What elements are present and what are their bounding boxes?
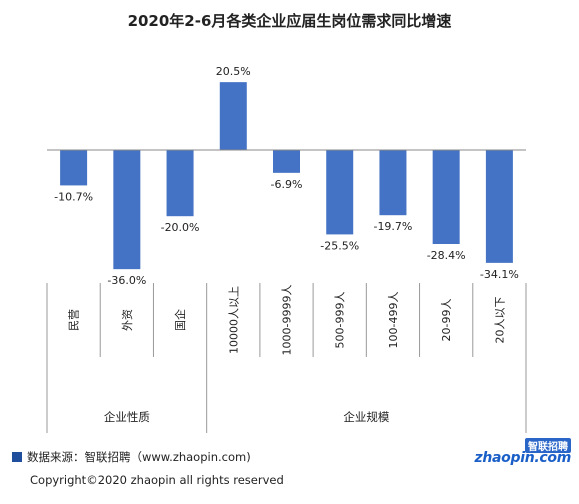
category-label-6: 100-499人 [387, 292, 400, 349]
bar-2 [166, 150, 194, 217]
value-label-6: -19.7% [373, 220, 412, 233]
category-label-8: 20人以下 [493, 297, 506, 344]
value-label-8: -34.1% [480, 268, 519, 281]
category-label-2: 国企 [173, 309, 187, 331]
value-label-4: -6.9% [271, 178, 303, 191]
logo-en-text: zhaopin.com [474, 450, 572, 466]
source-square-icon [12, 452, 22, 462]
category-label-1: 外资 [121, 309, 134, 331]
bar-1 [113, 150, 141, 270]
bar-5 [326, 150, 354, 235]
chart-title: 2020年2-6月各类企业应届生岗位需求同比增速 [127, 12, 452, 30]
bar-3 [219, 82, 247, 150]
value-label-2: -20.0% [161, 221, 200, 234]
value-label-7: -28.4% [427, 249, 466, 262]
logo-cn-text: 智联招聘 [525, 438, 571, 453]
category-label-0: 民营 [67, 309, 81, 331]
category-label-4: 1000-9999人 [281, 285, 294, 356]
bar-7 [432, 150, 460, 245]
data-source: 数据来源：智联招聘（www.zhaopin.com) [12, 449, 251, 465]
value-label-5: -25.5% [320, 239, 359, 252]
copyright: Copyright©2020 zhaopin all rights reserv… [30, 473, 284, 487]
category-label-3: 10000人以上 [227, 286, 240, 354]
bar-6 [379, 150, 407, 216]
group-label-1: 企业规模 [343, 410, 389, 424]
value-label-1: -36.0% [107, 274, 146, 287]
bar-4 [273, 150, 300, 173]
zhaopin-logo: 智联招聘 zhaopin.com [475, 438, 571, 466]
data-source-text: 数据来源：智联招聘（www.zhaopin.com) [27, 450, 251, 464]
bar-0 [60, 150, 88, 186]
category-label-7: 20-99人 [440, 299, 453, 342]
value-label-3: 20.5% [216, 65, 251, 78]
group-label-0: 企业性质 [104, 410, 150, 424]
bar-8 [485, 150, 513, 263]
category-label-5: 500-999人 [334, 292, 347, 349]
value-label-0: -10.7% [54, 190, 93, 203]
